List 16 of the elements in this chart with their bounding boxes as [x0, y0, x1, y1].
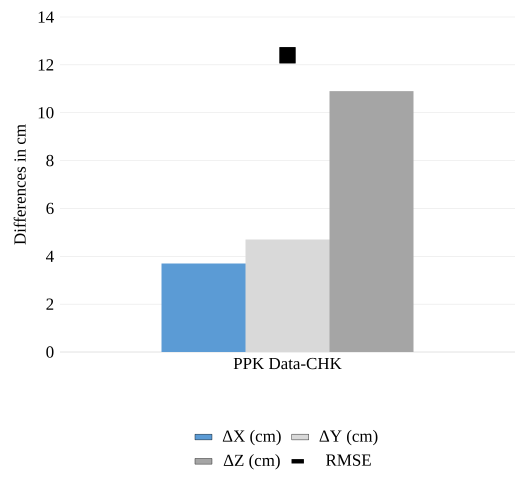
- legend-label: ΔY (cm): [320, 430, 378, 446]
- legend-label: ΔX (cm): [222, 430, 281, 446]
- x-tick-label: PPK Data-CHK: [234, 358, 342, 370]
- y-axis-title: Differences in cm: [14, 124, 26, 245]
- y-tick-label: 8: [46, 154, 54, 166]
- y-tick-label: 2: [46, 298, 54, 310]
- y-tick-label: 12: [38, 59, 54, 70]
- y-tick-label: 4: [46, 250, 54, 262]
- legend-label: RMSE: [326, 454, 371, 466]
- legend-label: ΔZ (cm): [224, 454, 280, 470]
- bar: [330, 91, 414, 352]
- bar: [162, 263, 246, 352]
- y-tick-label: 10: [38, 106, 54, 118]
- y-tick-label: 14: [38, 11, 54, 23]
- y-tick-label: 6: [46, 202, 54, 214]
- y-tick-label: 0: [46, 346, 54, 358]
